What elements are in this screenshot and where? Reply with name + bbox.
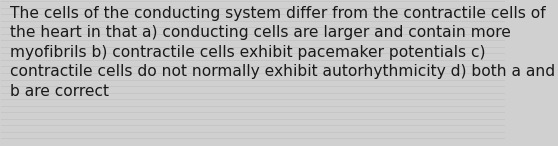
Text: The cells of the conducting system differ from the contractile cells of the hear: The cells of the conducting system diffe… bbox=[11, 6, 556, 99]
